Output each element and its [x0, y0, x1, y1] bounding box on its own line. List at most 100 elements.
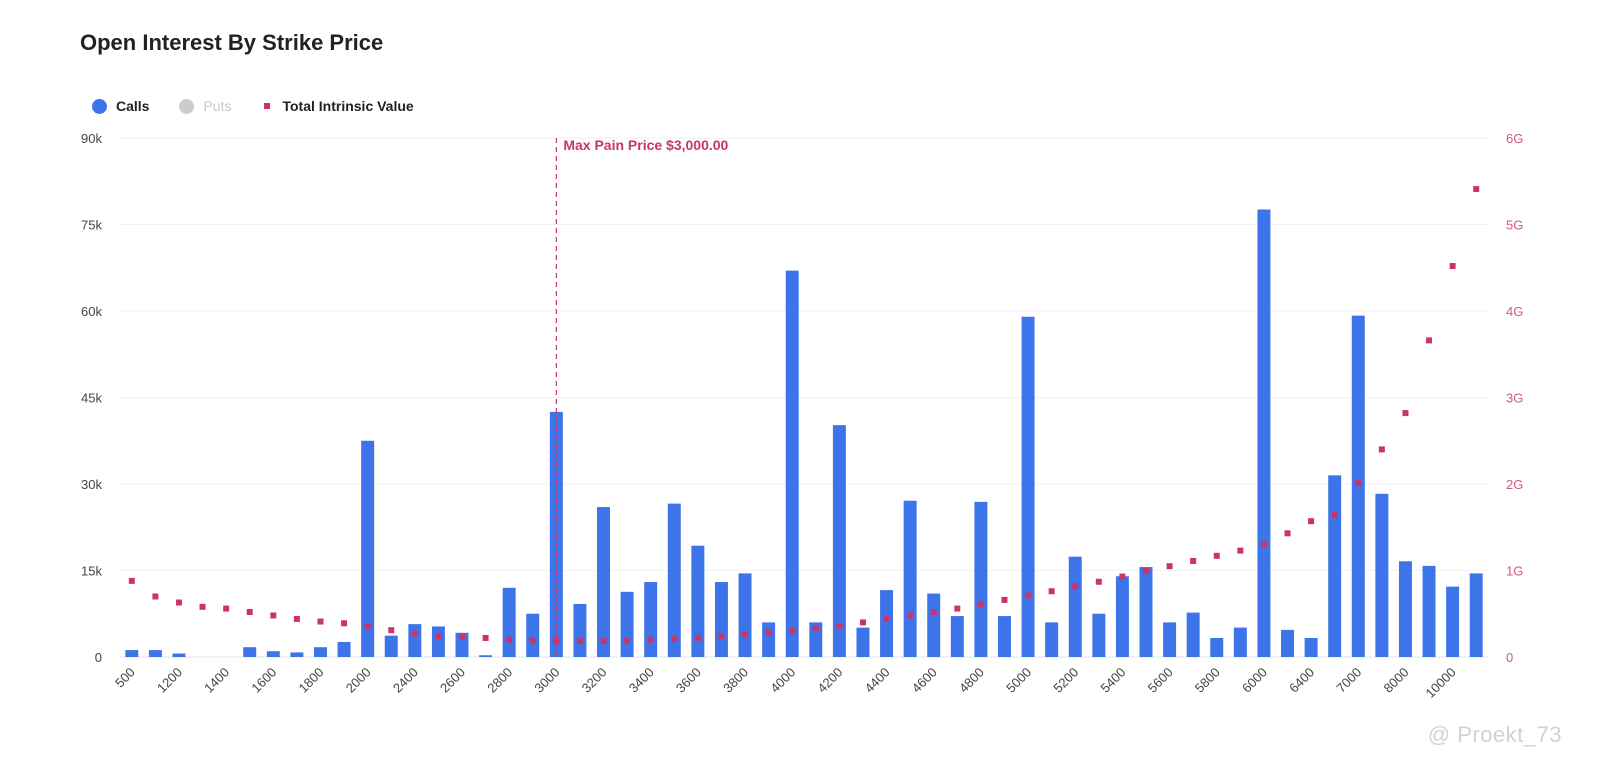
total-intrinsic-value-point: [246, 609, 253, 616]
total-intrinsic-value-point: [1119, 573, 1126, 580]
legend-label-total: Total Intrinsic Value: [282, 98, 414, 114]
calls-bar: [337, 642, 351, 657]
calls-bar: [361, 440, 375, 657]
x-tick-label: 4400: [862, 665, 893, 696]
total-intrinsic-value-point: [1308, 518, 1315, 525]
x-tick-label: 5400: [1097, 665, 1128, 696]
calls-bar: [1045, 622, 1059, 657]
calls-bar: [714, 582, 728, 657]
watermark: @ Proekt_73: [1427, 722, 1562, 747]
x-tick-label: 8000: [1381, 665, 1412, 696]
calls-bar: [809, 622, 823, 657]
calls-bar: [1446, 586, 1460, 657]
y-right-tick-label: 0: [1506, 650, 1513, 665]
calls-bar: [290, 652, 304, 657]
x-tick-label: 5600: [1145, 665, 1176, 696]
total-intrinsic-value-point: [647, 636, 654, 643]
legend-item-puts[interactable]: Puts: [179, 98, 231, 114]
total-intrinsic-value-point: [930, 609, 937, 616]
calls-bar: [903, 500, 917, 657]
total-intrinsic-value-point: [576, 637, 583, 644]
legend-label-puts: Puts: [203, 98, 232, 114]
x-tick-label: 7000: [1333, 665, 1364, 696]
x-tick-label: 3800: [720, 665, 751, 696]
x-tick-label: 5000: [1003, 665, 1034, 696]
calls-bar: [1210, 637, 1224, 657]
x-tick-label: 1800: [296, 665, 327, 696]
calls-bar: [1233, 627, 1247, 657]
y-right-tick-label: 3G: [1506, 391, 1523, 406]
total-intrinsic-value-point: [152, 593, 159, 600]
calls-bar: [1304, 637, 1318, 657]
x-tick-label: 2800: [484, 665, 515, 696]
calls-bar: [573, 603, 587, 657]
x-axis: 500 1200 1400 1600 1800 2000 2400 2600 2800 3000 3…: [112, 665, 1459, 701]
x-tick-label: 4600: [909, 665, 940, 696]
legend-item-calls[interactable]: Calls: [92, 98, 149, 114]
legend-label-calls: Calls: [116, 98, 150, 114]
calls-bar: [384, 635, 398, 657]
x-tick-label: 6400: [1286, 665, 1317, 696]
x-tick-label: 1400: [201, 665, 232, 696]
calls-bar: [1115, 576, 1129, 657]
total-intrinsic-value-point: [506, 636, 513, 643]
total-intrinsic-value-point: [1355, 480, 1362, 487]
calls-bar: [1328, 475, 1342, 657]
calls-bar: [431, 626, 445, 657]
total-intrinsic-value-point: [482, 634, 489, 641]
total-intrinsic-value-point: [1048, 588, 1055, 595]
total-intrinsic-value-point: [859, 619, 866, 626]
total-intrinsic-value-point: [1331, 512, 1338, 519]
x-tick-label: 5800: [1192, 665, 1223, 696]
calls-bar: [266, 651, 280, 657]
total-intrinsic-value-point: [293, 615, 300, 622]
total-intrinsic-value-point: [1001, 596, 1008, 603]
y-left-tick-label: 75k: [81, 218, 102, 233]
calls-bar: [785, 270, 799, 657]
calls-bar: [1163, 622, 1177, 657]
total-intrinsic-value-point: [1166, 563, 1173, 570]
calls-bar: [1351, 315, 1365, 657]
total-intrinsic-value-points: [128, 186, 1480, 644]
calls-bar: [408, 624, 422, 657]
x-tick-label: 1200: [154, 665, 185, 696]
calls-bar: [313, 647, 327, 657]
x-tick-label: 3000: [531, 665, 562, 696]
calls-bars: [125, 209, 1483, 658]
calls-bar: [479, 655, 493, 657]
calls-bar: [1068, 556, 1082, 657]
total-intrinsic-value-point: [789, 628, 796, 635]
total-intrinsic-value-point: [1237, 547, 1244, 554]
total-intrinsic-value-point: [128, 577, 135, 584]
calls-bar: [1257, 209, 1271, 658]
total-intrinsic-value-point: [388, 627, 395, 634]
calls-bar: [738, 573, 752, 657]
x-tick-label: 2000: [343, 665, 374, 696]
y-right-tick-label: 4G: [1506, 304, 1523, 319]
x-tick-label: 3200: [579, 665, 610, 696]
max-pain-marker: Max Pain Price $3,000.00: [555, 137, 729, 657]
total-intrinsic-value-point: [317, 618, 324, 625]
legend-item-total-intrinsic-value[interactable]: Total Intrinsic Value: [261, 98, 414, 114]
y-left-tick-label: 15k: [81, 564, 102, 579]
total-intrinsic-value-point: [1284, 530, 1291, 537]
calls-bar: [880, 590, 894, 657]
total-intrinsic-value-point: [624, 637, 631, 644]
total-intrinsic-value-point: [1213, 552, 1220, 559]
x-tick-label: 1600: [248, 665, 279, 696]
total-intrinsic-value-point: [954, 605, 961, 612]
calls-bar: [691, 545, 705, 657]
x-tick-label: 3600: [673, 665, 704, 696]
y-right-tick-label: 2G: [1506, 477, 1523, 492]
y-right-tick-label: 5G: [1506, 218, 1523, 233]
total-intrinsic-value-point: [435, 633, 442, 640]
total-intrinsic-value-point: [1025, 592, 1032, 599]
total-intrinsic-value-point: [411, 630, 418, 637]
total-intrinsic-value-point: [1402, 410, 1409, 417]
grid-lines: [120, 137, 1488, 658]
total-intrinsic-value-point: [1449, 263, 1456, 270]
total-intrinsic-value-point: [977, 601, 984, 608]
total-intrinsic-value-point: [883, 615, 890, 622]
x-tick-label: 4200: [814, 665, 845, 696]
